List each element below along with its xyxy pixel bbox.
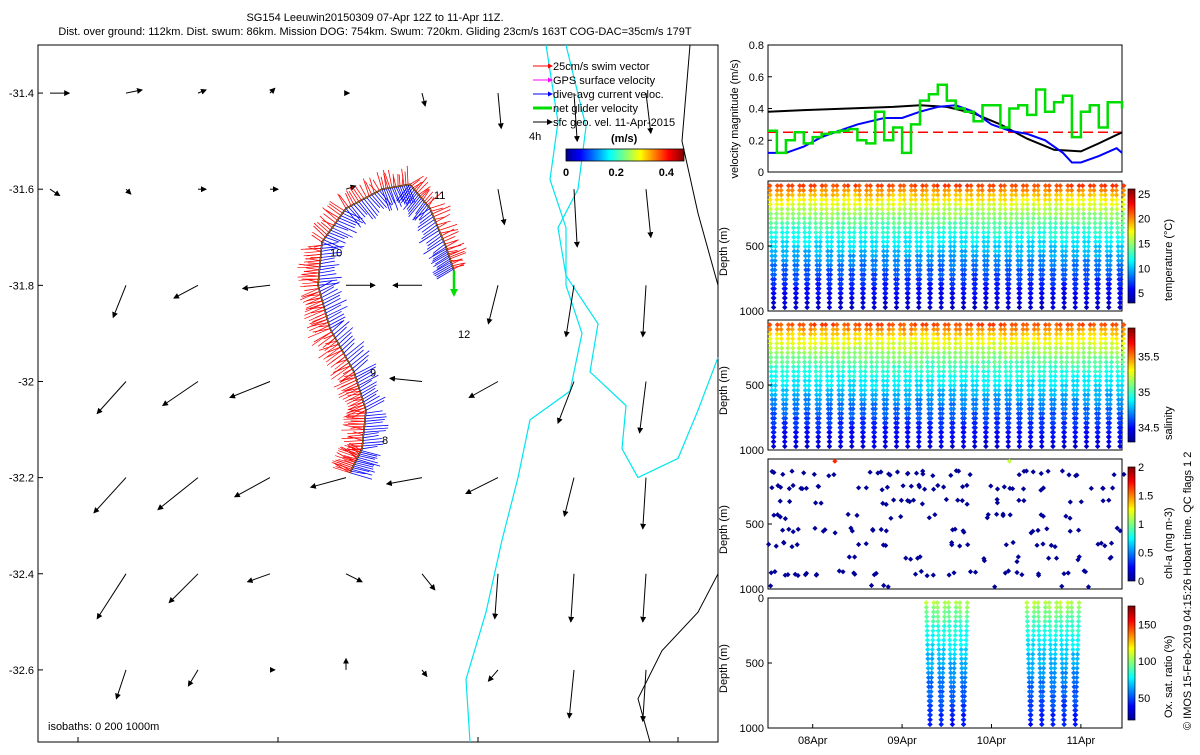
map-ytick-label-1: -31.6 [9, 184, 34, 196]
temperature-panel-colorbar-label: temperature (°C) [1163, 219, 1175, 301]
chla-panel-colorbar-tick-2: 1 [1138, 519, 1144, 531]
temperature-panel-colorbar-tick-4: 25 [1138, 189, 1150, 201]
salinity-panel-colorbar-tick-0: 34.5 [1138, 423, 1159, 435]
map-ytick-label-5: -32.4 [9, 569, 34, 581]
velocity-ytick-label-1: 0.2 [749, 135, 764, 147]
chla-panel-ytick-label-0: 500 [746, 519, 764, 531]
date-tick-label-3: 11Apr [1067, 735, 1096, 747]
legend-label-gps: GPS surface velocity [553, 75, 656, 87]
velocity-ytick-label-3: 0.6 [749, 72, 764, 84]
salinity-panel-colorbar [1128, 328, 1135, 442]
day-label-9: 9 [370, 368, 376, 380]
map-ytick-label-3: -32 [18, 376, 34, 388]
oxygen-panel-colorbar-tick-0: 50 [1138, 693, 1150, 705]
oxygen-panel-colorbar-label: Ox. sat. ratio (%) [1163, 635, 1175, 718]
velocity-ytick-label-4: 0.8 [749, 40, 764, 52]
salinity-panel-ytick-label-1: 1000 [740, 445, 764, 457]
oxygen-panel-ytick-label-0: 0 [758, 593, 764, 605]
temperature-panel-colorbar-tick-1: 10 [1138, 263, 1150, 275]
chla-panel-colorbar-tick-0: 0 [1138, 576, 1144, 588]
legend-label-swim: 25cm/s swim vector [553, 61, 650, 73]
temperature-panel-ytick-label-0: 500 [746, 241, 764, 253]
velocity-ylabel: velocity magnitude (m/s) [729, 59, 741, 178]
figure-title-line-1: SG154 Leeuwin20150309 07-Apr 12Z to 11-A… [246, 12, 503, 24]
oxygen-panel-colorbar [1128, 606, 1135, 720]
colorbar-units: (m/s) [611, 133, 638, 145]
oxygen-panel-ytick-label-2: 1000 [740, 723, 764, 735]
date-tick-label-1: 09Apr [887, 735, 917, 747]
map-ytick-label-4: -32.2 [9, 473, 34, 485]
temperature-panel-colorbar-tick-0: 5 [1138, 288, 1144, 300]
oxygen-panel-colorbar-tick-1: 100 [1138, 656, 1156, 668]
salinity-panel-colorbar-label: salinity [1163, 406, 1175, 440]
salinity-panel: 500 1000 Depth (m) 34.5 35 35.5 salinity [718, 320, 1175, 457]
temperature-panel-colorbar [1128, 189, 1135, 303]
temperature-panel-colorbar-tick-3: 20 [1138, 214, 1150, 226]
temperature-panel: 500 1000 Depth (m) 5 10 15 20 25 temperature (°C… [718, 181, 1175, 318]
temperature-panel-ytick-label-1: 1000 [740, 306, 764, 318]
chla-panel-frame [768, 459, 1122, 589]
map-colorbar-tick-1: 0.2 [609, 167, 624, 179]
oxygen-panel: 0 500 1000 Depth (m) 50 100 150 Ox. sat. ratio … [718, 593, 1175, 747]
day-label-10: 10 [330, 248, 342, 260]
velocity-ytick-label-2: 0.4 [749, 104, 764, 116]
date-tick-label-2: 10Apr [977, 735, 1007, 747]
map-colorbar-tick-2: 0.4 [659, 167, 675, 179]
salinity-panel-colorbar-tick-1: 35 [1138, 387, 1150, 399]
temperature-panel-ylabel: Depth (m) [718, 227, 730, 276]
oxygen-panel-ylabel: Depth (m) [718, 644, 730, 693]
legend-label-dac: dive-avg current veloc. [553, 89, 664, 101]
salinity-panel-colorbar-tick-2: 35.5 [1138, 352, 1159, 364]
chla-panel-colorbar [1128, 467, 1135, 581]
chla-panel-colorbar-label: chl-a (mg m-3) [1163, 507, 1175, 579]
temperature-panel-colorbar-tick-2: 15 [1138, 239, 1150, 251]
imos-credit: © IMOS 15-Feb-2019 04:15:26 Hobart time.… [1182, 452, 1194, 730]
oxygen-panel-ytick-label-1: 500 [746, 658, 764, 670]
scale-label: 4h [529, 131, 541, 143]
figure-title-line-2: Dist. over ground: 112km. Dist. swum: 86… [58, 26, 692, 38]
map-colorbar-tick-0: 0 [563, 167, 569, 179]
isobaths-label: isobaths: 0 200 1000m [48, 721, 159, 733]
chla-panel-colorbar-tick-1: 0.5 [1138, 548, 1153, 560]
velocity-panel: 0 0.2 0.4 0.6 0.8 velocity magnitude (m/s) [729, 40, 1122, 179]
salinity-panel-ytick-label-0: 500 [746, 380, 764, 392]
day-label-12: 12 [458, 329, 470, 341]
oxygen-panel-colorbar-tick-2: 150 [1138, 619, 1156, 631]
swim-vector-6 [451, 260, 464, 261]
chla-panel-colorbar-tick-4: 2 [1138, 462, 1144, 474]
legend-label-net: net glider velocity [553, 103, 638, 115]
velocity-ytick-label-0: 0 [758, 167, 764, 179]
map-ytick-label-0: -31.4 [9, 88, 34, 100]
day-label-8: 8 [382, 435, 388, 447]
legend-label-geo: sfc geo. vel. 11-Apr-2015 [553, 117, 675, 129]
map-ytick-label-2: -31.8 [9, 280, 34, 292]
chla-panel-ylabel: Depth (m) [718, 505, 730, 554]
chla-panel-colorbar-tick-3: 1.5 [1138, 491, 1153, 503]
map-colorbar [566, 149, 684, 161]
map-ytick-label-6: -32.6 [9, 665, 34, 677]
day-label-11: 11 [434, 190, 445, 202]
date-tick-label-0: 08Apr [798, 735, 828, 747]
salinity-panel-ylabel: Depth (m) [718, 366, 730, 415]
